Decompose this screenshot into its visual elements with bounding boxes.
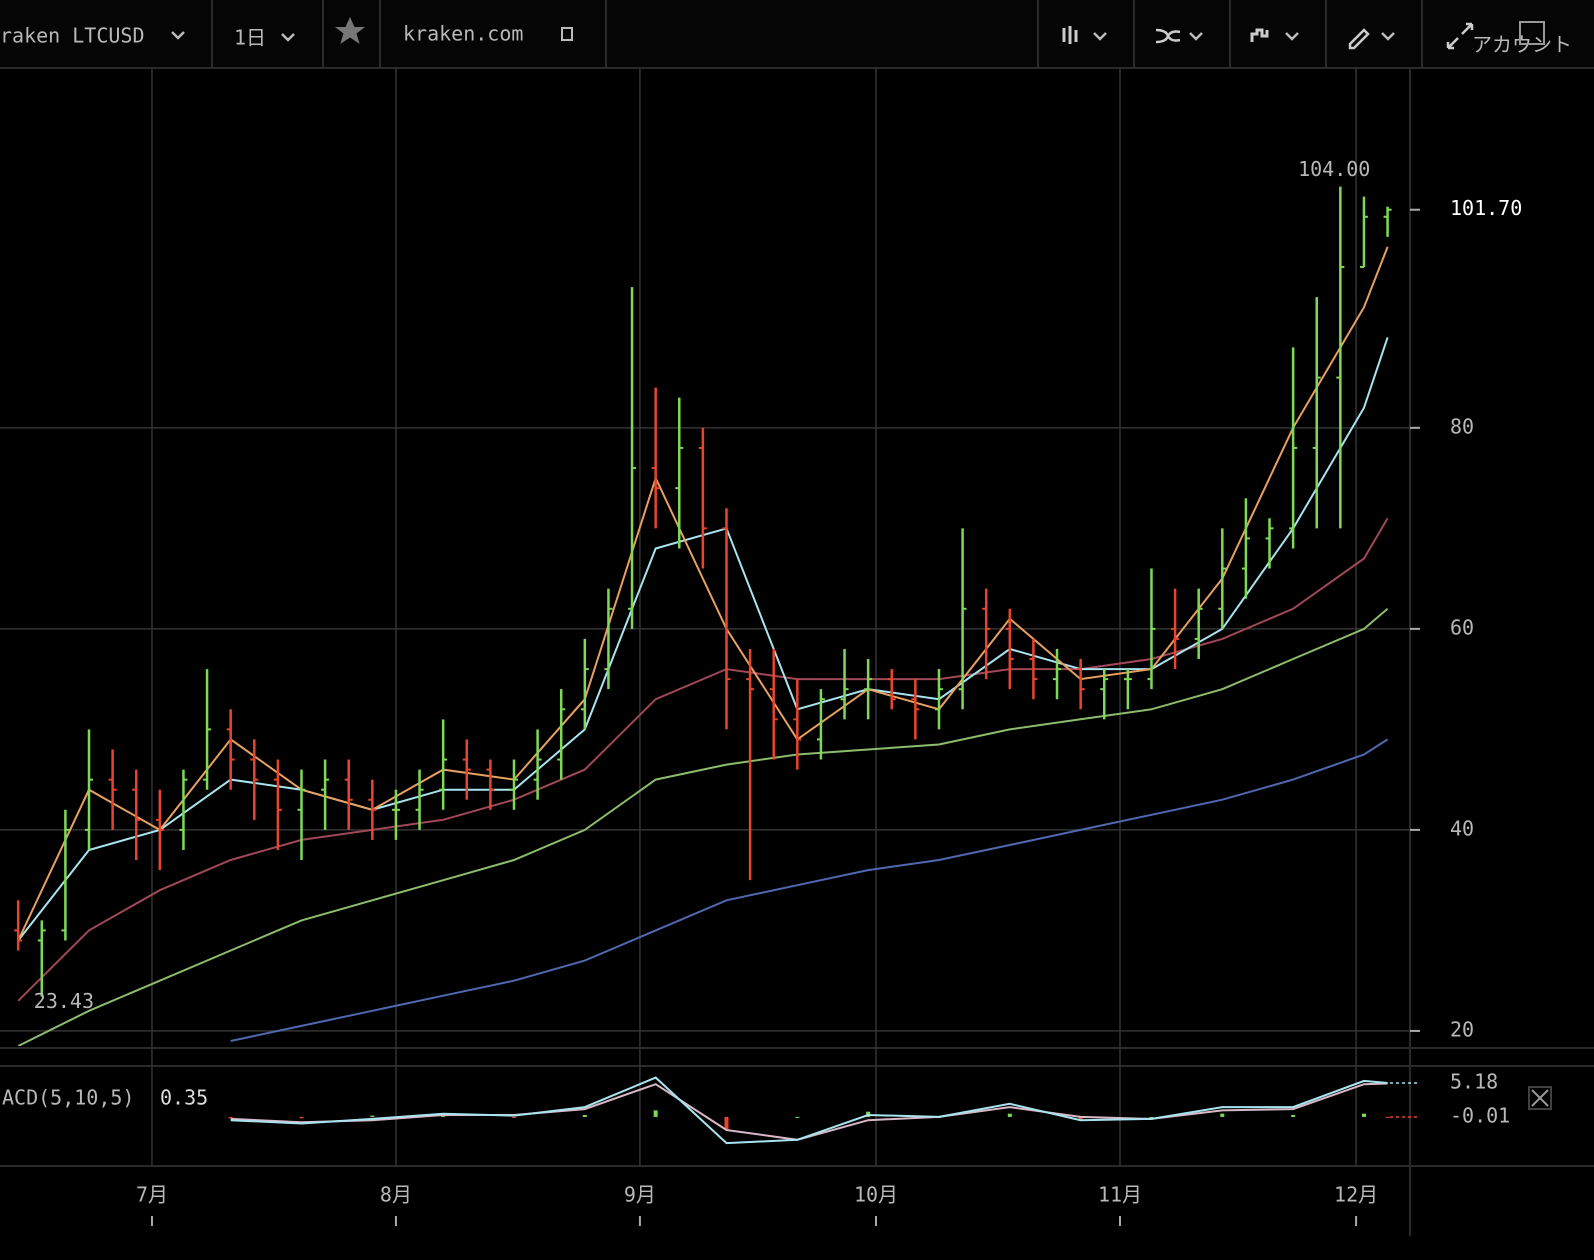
symbol-button[interactable]: raken LTCUSD: [0, 24, 145, 48]
histogram-bar: [299, 1116, 304, 1119]
histogram-bar: [1361, 1113, 1366, 1117]
histogram-bar: [1385, 1116, 1390, 1118]
histogram-bar: [370, 1115, 375, 1117]
histogram-bar: [724, 1116, 729, 1131]
signal-line: [230, 1082, 1388, 1141]
histogram-bar: [1220, 1113, 1225, 1117]
histogram-bar: [228, 1116, 233, 1119]
snapshot-icon[interactable]: [1519, 21, 1545, 45]
moving-average: [17, 517, 1389, 1002]
fullscreen-button[interactable]: [1446, 22, 1474, 50]
chevron: [1093, 32, 1395, 41]
histogram-bar: [1007, 1113, 1012, 1117]
x-tick-label: 12月: [1334, 1183, 1378, 1207]
x-tick-label: 9月: [624, 1183, 656, 1207]
popout-icon[interactable]: [561, 27, 573, 41]
histogram-bar: [511, 1116, 516, 1118]
histogram-bar: [653, 1110, 658, 1117]
draw-button[interactable]: [1348, 28, 1370, 50]
chevron: [281, 33, 295, 42]
y-tick-label: 40: [1450, 816, 1474, 840]
toolbar: [0, 0, 1594, 68]
moving-average: [230, 738, 1389, 1042]
macd-line: [230, 1076, 1388, 1145]
histogram-bar: [1078, 1116, 1083, 1121]
site-link[interactable]: kraken.com: [403, 22, 523, 46]
compare-button[interactable]: [1155, 28, 1181, 44]
y-tick-label: 20: [1450, 1017, 1474, 1041]
x-tick-label: 10月: [854, 1183, 898, 1207]
close-indicator[interactable]: [1531, 1089, 1549, 1107]
moving-average: [17, 608, 1389, 1046]
chevron: [171, 31, 185, 40]
histogram-bar: [1291, 1114, 1296, 1117]
macd-plot: [228, 1076, 1390, 1145]
histogram-bar: [582, 1114, 587, 1117]
histogram-bar: [441, 1115, 446, 1117]
x-tick-label: 11月: [1098, 1183, 1142, 1207]
indicator-title: ACD(5,10,5): [2, 1086, 134, 1110]
y-tick-label: 60: [1450, 615, 1474, 639]
price-plot: [14, 186, 1392, 1046]
histogram-bar: [795, 1116, 800, 1118]
moving-average: [17, 246, 1389, 941]
value-tag: -0.01: [1450, 1103, 1510, 1127]
value-tag: 5.18: [1450, 1069, 1498, 1093]
indicator-button[interactable]: [1250, 28, 1269, 42]
chart-style-button[interactable]: [1062, 26, 1078, 44]
low-annotation: 23.43: [34, 989, 94, 1013]
x-tick-label: 7月: [136, 1183, 168, 1207]
favorite-star[interactable]: [335, 17, 365, 44]
close-box[interactable]: [1528, 1086, 1552, 1110]
interval-button[interactable]: 1日: [234, 26, 266, 50]
y-tick-label: 80: [1450, 414, 1474, 438]
high-annotation: 104.00: [1298, 157, 1370, 181]
last-price-label: 101.70: [1450, 196, 1522, 220]
indicator-value: 0.35: [160, 1086, 208, 1110]
histogram-bar: [1149, 1116, 1154, 1118]
x-tick-label: 8月: [380, 1183, 412, 1207]
